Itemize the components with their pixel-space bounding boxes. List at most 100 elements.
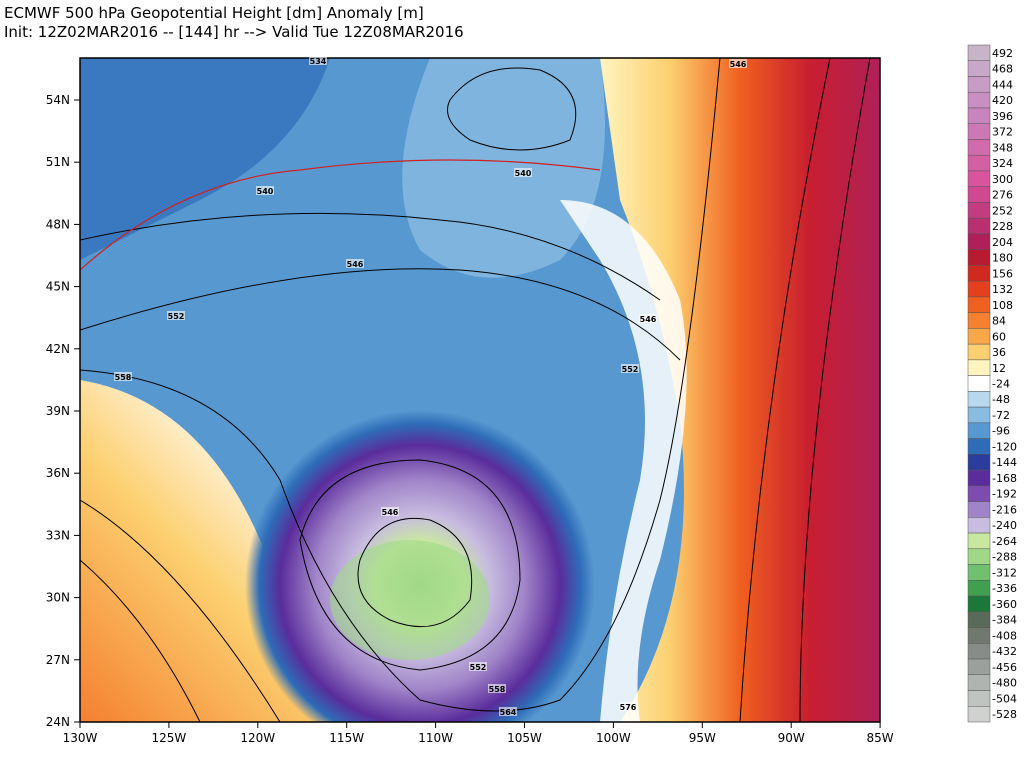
contour-label: 552: [622, 365, 639, 374]
contour-label: 546: [382, 508, 399, 517]
colorbar-label: -288: [992, 551, 1017, 564]
colorbar-label: -360: [992, 598, 1017, 611]
colorbar-label: -120: [992, 440, 1017, 453]
colorbar-label: 420: [992, 94, 1013, 107]
lat-label: 33N: [46, 528, 70, 542]
colorbar-swatch: [967, 643, 991, 660]
colorbar-swatch: [967, 517, 991, 534]
colorbar-label: -168: [992, 472, 1017, 485]
lat-label: 39N: [46, 404, 70, 418]
colorbar-label: -240: [992, 519, 1017, 532]
colorbar-label: 60: [992, 330, 1006, 343]
colorbar-label: 12: [992, 362, 1006, 375]
colorbar-swatch: [967, 76, 991, 93]
colorbar-label: -144: [992, 456, 1017, 469]
colorbar-label: -336: [992, 582, 1017, 595]
colorbar-label: -48: [992, 393, 1010, 406]
colorbar-label: -192: [992, 488, 1017, 501]
colorbar-swatch: [967, 674, 991, 691]
contour-label: 546: [640, 315, 657, 324]
colorbar-label: -432: [992, 645, 1017, 658]
title: ECMWF 500 hPa Geopotential Height [dm] A…: [4, 4, 424, 22]
lat-label: 42N: [46, 342, 70, 356]
lon-label: 120W: [240, 731, 275, 745]
contour-label-bg: [381, 507, 399, 516]
colorbar-label: 396: [992, 110, 1013, 123]
colorbar-swatch: [967, 44, 991, 61]
colorbar-label: 348: [992, 141, 1013, 154]
contour-label: 558: [489, 685, 506, 694]
contour-label-bg: [469, 662, 487, 671]
contour-label-bg: [309, 56, 327, 65]
lon-label: 85W: [867, 731, 894, 745]
colorbar-label: -528: [992, 708, 1017, 721]
lon-label: 100W: [596, 731, 631, 745]
lat-label: 36N: [46, 466, 70, 480]
colorbar-swatch: [967, 233, 991, 250]
colorbar-swatch: [967, 60, 991, 77]
colorbar-label: 324: [992, 157, 1013, 170]
lon-label: 95W: [689, 731, 716, 745]
contour-label-bg: [488, 684, 506, 693]
colorbar-label: -408: [992, 629, 1017, 642]
lon-label: 115W: [329, 731, 364, 745]
colorbar-label: 132: [992, 283, 1013, 296]
colorbar-swatch: [967, 658, 991, 676]
colorbar-swatch: [967, 217, 991, 235]
colorbar-swatch: [967, 186, 991, 203]
colorbar-swatch: [967, 532, 991, 550]
colorbar-swatch: [967, 359, 991, 376]
colorbar-label: 444: [992, 78, 1013, 91]
contour-label: 540: [515, 169, 532, 178]
colorbar-label: -384: [992, 614, 1017, 627]
colorbar-label: 276: [992, 189, 1013, 202]
colorbar-swatch: [967, 580, 991, 597]
contour-label-bg: [514, 168, 532, 177]
colorbar-swatch: [967, 690, 991, 707]
colorbar-label: 252: [992, 204, 1013, 217]
contour-label: 552: [168, 312, 185, 321]
colorbar-swatch: [967, 107, 991, 124]
map-field: [80, 58, 880, 722]
colorbar-swatch: [967, 564, 991, 581]
colorbar-swatch: [967, 454, 991, 471]
lat-label: 45N: [46, 280, 70, 294]
lon-label: 110W: [418, 731, 453, 745]
colorbar-swatch: [967, 627, 991, 644]
colorbar-label: 372: [992, 126, 1013, 139]
lat-label: 30N: [46, 591, 70, 605]
colorbar-label: -72: [992, 409, 1010, 422]
contour-label: 576: [620, 703, 637, 712]
lat-label: 24N: [46, 715, 70, 729]
contour-label: 540: [257, 187, 274, 196]
colorbar-swatch: [967, 485, 991, 502]
contour-label-bg: [621, 364, 639, 373]
colorbar-label: 84: [992, 315, 1006, 328]
lat-label: 27N: [46, 653, 70, 667]
colorbar-label: -216: [992, 503, 1017, 516]
colorbar-swatch: [967, 422, 991, 439]
colorbar-label: 492: [992, 47, 1013, 60]
colorbar-label: 204: [992, 236, 1013, 249]
contour-label-bg: [256, 186, 274, 195]
colorbar-label: 300: [992, 173, 1013, 186]
colorbar-label: -504: [992, 692, 1017, 705]
subtitle: Init: 12Z02MAR2016 -- [144] hr --> Valid…: [4, 23, 464, 41]
lat-label: 51N: [46, 155, 70, 169]
colorbar-label: 36: [992, 346, 1006, 359]
contour-label: 546: [730, 60, 747, 69]
colorbar-swatch: [967, 438, 991, 455]
colorbar-label: 228: [992, 220, 1013, 233]
colorbar-swatch: [967, 595, 991, 613]
contour-label: 546: [347, 260, 364, 269]
colorbar-label: -480: [992, 677, 1017, 690]
colorbar-label: 468: [992, 63, 1013, 76]
colorbar-swatch: [967, 312, 991, 329]
contour-label-bg: [114, 372, 132, 381]
colorbar-swatch: [967, 280, 991, 298]
lon-label: 130W: [63, 731, 98, 745]
lon-label: 105W: [507, 731, 542, 745]
colorbar-swatch: [967, 611, 991, 628]
colorbar-swatch: [967, 154, 991, 172]
colorbar-label: -24: [992, 378, 1010, 391]
